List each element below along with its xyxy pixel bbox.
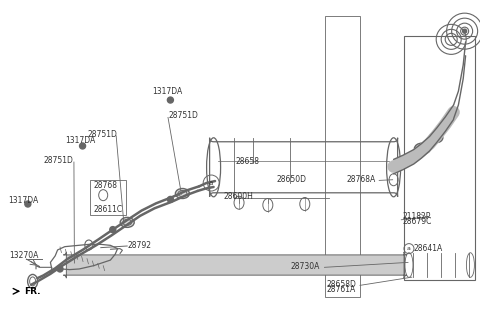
Circle shape xyxy=(25,201,31,207)
Circle shape xyxy=(80,143,85,149)
Text: 28751D: 28751D xyxy=(87,130,117,139)
Text: 28650D: 28650D xyxy=(276,175,306,184)
Text: a: a xyxy=(209,180,213,186)
Text: 1317DA: 1317DA xyxy=(153,87,183,96)
Circle shape xyxy=(57,266,63,272)
Text: 28792: 28792 xyxy=(128,241,152,251)
Ellipse shape xyxy=(67,258,82,268)
Text: 28768: 28768 xyxy=(94,181,118,190)
Text: 28658: 28658 xyxy=(235,157,259,166)
Ellipse shape xyxy=(120,217,134,227)
Text: 28751D: 28751D xyxy=(43,156,73,165)
Ellipse shape xyxy=(414,143,431,154)
Text: 28641A: 28641A xyxy=(414,244,443,253)
FancyBboxPatch shape xyxy=(63,252,407,278)
Text: 13270A: 13270A xyxy=(10,251,39,260)
Text: 28658D: 28658D xyxy=(327,279,357,289)
Text: 28600H: 28600H xyxy=(223,192,253,201)
Circle shape xyxy=(463,29,467,33)
Circle shape xyxy=(168,97,173,103)
Text: 1317DA: 1317DA xyxy=(65,136,95,145)
Circle shape xyxy=(168,196,173,202)
Text: 21182P: 21182P xyxy=(402,212,431,221)
Text: a: a xyxy=(407,246,411,251)
Text: 28761A: 28761A xyxy=(327,285,356,294)
Circle shape xyxy=(110,227,116,233)
Text: 28768A: 28768A xyxy=(347,175,376,184)
Text: FR.: FR. xyxy=(24,287,40,297)
Text: 28679C: 28679C xyxy=(402,217,432,226)
Text: 1317DA: 1317DA xyxy=(9,196,39,205)
Text: 28730A: 28730A xyxy=(290,262,320,271)
Ellipse shape xyxy=(429,133,443,143)
Ellipse shape xyxy=(175,189,190,198)
Text: 28751D: 28751D xyxy=(169,111,199,120)
Text: 28611C: 28611C xyxy=(94,205,123,215)
